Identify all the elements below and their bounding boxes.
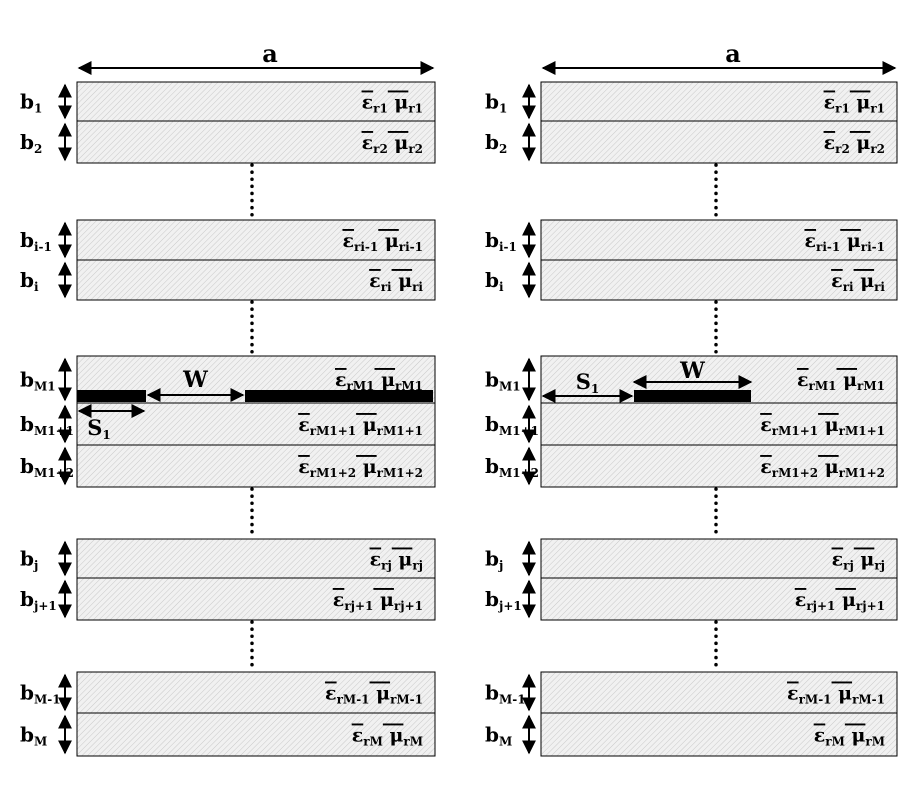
material-label: εrM1+2 μrM1+2 <box>298 456 423 480</box>
layer-11: εrM μrM bM <box>20 712 436 757</box>
material-label: εrM-1 μrM-1 <box>787 683 885 707</box>
thickness-label: b2 <box>20 130 42 156</box>
thickness-label: bM1+2 <box>485 454 539 480</box>
thickness-label: b1 <box>485 90 507 116</box>
material-label: εri μri <box>369 270 423 294</box>
thickness-label: bj+1 <box>20 587 57 613</box>
material-label: εrj μrj <box>370 549 423 573</box>
thickness-label: bi <box>485 268 504 294</box>
thickness-label: bM1 <box>20 368 56 394</box>
layer-4: εri μri bi <box>20 259 436 301</box>
gap-label: W <box>679 358 705 384</box>
thickness-label: bM1+1 <box>20 412 74 438</box>
layer-rect <box>76 538 436 579</box>
layer-8: εrj μrj bj <box>485 538 898 579</box>
width-label: a <box>262 39 278 68</box>
thickness-label: bj <box>20 547 38 573</box>
layer-1: εr1 μr1 b1 <box>485 81 898 122</box>
layer-7: εrM1+2 μrM1+2 bM1+2 <box>20 444 436 488</box>
metal-strip <box>245 390 433 402</box>
thickness-label: bM1 <box>485 368 521 394</box>
metal-strip <box>77 390 146 402</box>
material-label: εrM1+2 μrM1+2 <box>760 456 885 480</box>
material-label: εrM1+1 μrM1+1 <box>760 414 885 438</box>
layer-rect <box>540 402 898 446</box>
material-label: εrj μrj <box>832 549 885 573</box>
layer-4: εri μri bi <box>485 259 898 301</box>
layer-rect <box>76 120 436 164</box>
layer-3: εri-1 μri-1 bi-1 <box>485 219 898 261</box>
layer-rect <box>76 219 436 261</box>
layer-rect <box>76 671 436 714</box>
layer-rect <box>540 712 898 757</box>
thickness-label: bM-1 <box>20 681 61 707</box>
thickness-label: bi-1 <box>485 228 517 254</box>
material-label: εrM μrM <box>352 725 423 749</box>
thickness-label: bM-1 <box>485 681 526 707</box>
layer-rect <box>540 444 898 488</box>
layer-6: εrM1+1 μrM1+1 bM1+1 <box>20 402 436 446</box>
layer-rect <box>76 259 436 301</box>
thickness-label: bM <box>485 723 512 749</box>
right-panel: εr1 μr1 b1 εr2 μr2 b2 εri-1 μri-1 bi-1 εri μri… <box>485 39 898 757</box>
thickness-label: bM <box>20 723 47 749</box>
left-panel: εr1 μr1 b1 εr2 μr2 b2 εri-1 μri-1 bi-1 εri μri… <box>20 39 436 757</box>
thickness-label: bM1+1 <box>485 412 539 438</box>
material-label: εrM1+1 μrM1+1 <box>298 414 423 438</box>
layer-9: εrj+1 μrj+1 bj+1 <box>485 577 898 621</box>
material-label: εr1 μr1 <box>824 92 885 116</box>
material-label: εri μri <box>831 270 885 294</box>
layer-rect <box>540 81 898 122</box>
material-label: εr1 μr1 <box>362 92 423 116</box>
layer-rect <box>540 120 898 164</box>
material-label: εrM1 μrM1 <box>335 369 423 393</box>
layer-8: εrj μrj bj <box>20 538 436 579</box>
layer-1: εr1 μr1 b1 <box>20 81 436 122</box>
layer-10: εrM-1 μrM-1 bM-1 <box>485 671 898 714</box>
layer-rect <box>76 712 436 757</box>
material-label: εr2 μr2 <box>824 132 885 156</box>
metal-strip <box>634 390 751 402</box>
layer-rect <box>540 259 898 301</box>
layer-11: εrM μrM bM <box>485 712 898 757</box>
thickness-label: bi-1 <box>20 228 52 254</box>
material-label: εrM-1 μrM-1 <box>325 683 423 707</box>
thickness-label: bj+1 <box>485 587 522 613</box>
material-label: εr2 μr2 <box>362 132 423 156</box>
layer-rect <box>76 577 436 621</box>
offset-label: S1 <box>576 369 600 396</box>
layer-rect <box>76 81 436 122</box>
layer-9: εrj+1 μrj+1 bj+1 <box>20 577 436 621</box>
material-label: εri-1 μri-1 <box>342 230 423 254</box>
layer-6: εrM1+1 μrM1+1 bM1+1 <box>485 402 898 446</box>
layer-rect <box>540 219 898 261</box>
layer-3: εri-1 μri-1 bi-1 <box>20 219 436 261</box>
layer-rect <box>540 538 898 579</box>
layer-rect <box>540 577 898 621</box>
material-label: εrj+1 μrj+1 <box>795 589 885 613</box>
layer-2: εr2 μr2 b2 <box>20 120 436 164</box>
thickness-label: bi <box>20 268 39 294</box>
layer-rect <box>76 444 436 488</box>
thickness-label: bM1+2 <box>20 454 74 480</box>
material-label: εri-1 μri-1 <box>804 230 885 254</box>
material-label: εrM μrM <box>814 725 885 749</box>
layer-10: εrM-1 μrM-1 bM-1 <box>20 671 436 714</box>
layer-7: εrM1+2 μrM1+2 bM1+2 <box>485 444 898 488</box>
thickness-label: b2 <box>485 130 507 156</box>
material-label: εrM1 μrM1 <box>797 369 885 393</box>
material-label: εrj+1 μrj+1 <box>333 589 423 613</box>
width-label: a <box>725 39 741 68</box>
offset-label: S1 <box>87 415 111 442</box>
gap-label: W <box>182 367 208 393</box>
layer-2: εr2 μr2 b2 <box>485 120 898 164</box>
thickness-label: bj <box>485 547 503 573</box>
thickness-label: b1 <box>20 90 42 116</box>
